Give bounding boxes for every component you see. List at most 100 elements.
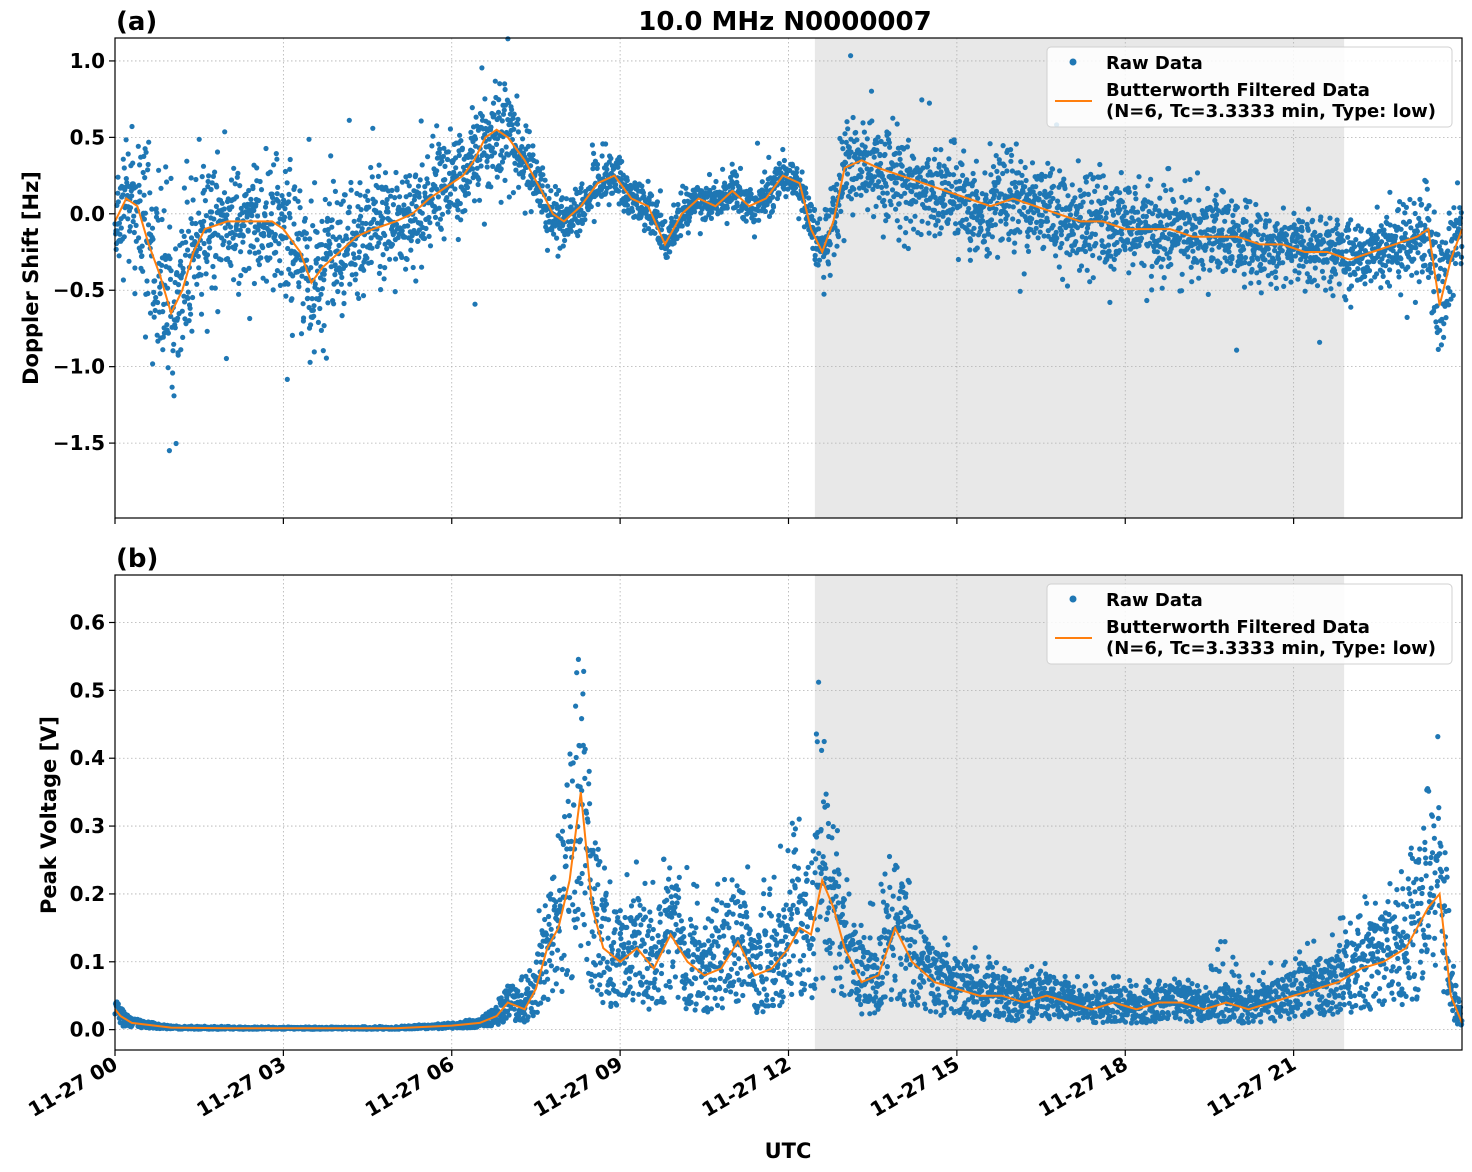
raw-data-point — [936, 210, 942, 216]
raw-data-point — [224, 212, 230, 218]
raw-data-point — [208, 186, 214, 193]
raw-data-point — [179, 308, 185, 314]
raw-data-point — [127, 224, 133, 230]
raw-data-point — [147, 310, 154, 316]
raw-data-point — [206, 173, 212, 179]
raw-data-point — [486, 120, 492, 126]
raw-data-point — [212, 169, 218, 175]
raw-data-point — [1018, 159, 1024, 165]
raw-data-point — [1054, 235, 1060, 241]
raw-data-point — [446, 204, 452, 210]
raw-data-point — [579, 181, 585, 187]
raw-data-point — [971, 225, 977, 231]
raw-data-point — [359, 226, 365, 232]
raw-data-point — [425, 180, 431, 186]
raw-data-point — [1075, 158, 1081, 164]
raw-data-point — [515, 129, 522, 135]
raw-data-point — [187, 305, 193, 311]
raw-data-point — [233, 226, 239, 233]
raw-data-point — [393, 221, 400, 227]
raw-data-point — [1077, 187, 1083, 193]
raw-data-point — [451, 169, 457, 175]
raw-data-point — [1035, 235, 1041, 241]
raw-data-point — [412, 193, 418, 199]
raw-data-point — [953, 165, 960, 171]
raw-data-point — [1093, 240, 1099, 247]
raw-data-point — [762, 169, 768, 175]
raw-data-point — [232, 232, 238, 238]
raw-data-point — [305, 295, 311, 301]
raw-data-point — [534, 159, 540, 165]
raw-data-point — [1348, 217, 1354, 223]
raw-data-point — [858, 174, 864, 180]
raw-data-point — [357, 180, 363, 186]
raw-data-point — [315, 319, 321, 325]
raw-data-point — [530, 152, 536, 158]
raw-data-point — [160, 347, 166, 353]
raw-data-point — [838, 208, 844, 214]
raw-data-point — [1119, 199, 1125, 205]
raw-data-point — [884, 190, 890, 196]
raw-data-point — [1402, 230, 1408, 237]
raw-data-point — [435, 194, 441, 200]
raw-data-point — [1257, 216, 1263, 222]
raw-data-point — [1419, 201, 1425, 207]
raw-data-point — [121, 165, 127, 171]
raw-data-point — [1273, 227, 1279, 233]
raw-data-point — [1336, 281, 1342, 287]
raw-data-point — [352, 242, 358, 248]
raw-data-point — [1161, 275, 1167, 281]
raw-data-point — [277, 282, 283, 288]
raw-data-point — [494, 174, 500, 180]
raw-data-point — [516, 184, 522, 190]
raw-data-point — [222, 129, 228, 135]
raw-data-point — [124, 192, 131, 199]
raw-data-point — [235, 170, 241, 176]
raw-data-point — [164, 322, 170, 328]
raw-data-point — [999, 236, 1005, 242]
raw-data-point — [871, 154, 877, 160]
raw-data-point — [1416, 279, 1422, 285]
raw-data-point — [1132, 184, 1138, 190]
raw-data-point — [1381, 227, 1387, 233]
raw-data-point — [510, 190, 516, 196]
raw-data-point — [1438, 342, 1444, 348]
raw-data-point — [185, 295, 191, 301]
raw-data-point — [314, 229, 320, 235]
raw-data-point — [1229, 198, 1235, 204]
raw-data-point — [481, 221, 487, 227]
raw-data-point — [323, 355, 329, 361]
raw-data-point — [645, 178, 651, 184]
raw-data-point — [604, 166, 610, 172]
raw-data-point — [440, 153, 446, 159]
raw-data-point — [759, 179, 765, 185]
raw-data-point — [1328, 274, 1334, 280]
raw-data-point — [752, 212, 758, 218]
raw-data-point — [720, 166, 726, 172]
raw-data-point — [955, 227, 961, 233]
raw-data-point — [271, 162, 277, 168]
raw-data-point — [201, 240, 207, 247]
raw-data-point — [308, 198, 314, 204]
raw-data-point — [993, 206, 999, 212]
raw-data-point — [662, 218, 668, 225]
raw-data-point — [575, 233, 581, 239]
raw-data-point — [811, 206, 818, 213]
raw-data-point — [157, 284, 163, 290]
raw-data-point — [365, 188, 371, 194]
raw-data-point — [845, 126, 851, 132]
raw-data-point — [1053, 253, 1059, 259]
raw-data-point — [222, 225, 228, 231]
raw-data-point — [877, 151, 883, 157]
raw-data-point — [530, 143, 536, 149]
raw-data-point — [1353, 237, 1359, 243]
raw-data-point — [319, 218, 325, 224]
raw-data-point — [384, 205, 390, 211]
raw-data-point — [438, 226, 444, 232]
raw-data-point — [981, 238, 988, 245]
raw-data-point — [988, 172, 994, 178]
raw-data-point — [256, 262, 262, 268]
raw-data-point — [1107, 299, 1113, 305]
raw-data-point — [678, 233, 684, 239]
raw-data-point — [1015, 218, 1022, 225]
